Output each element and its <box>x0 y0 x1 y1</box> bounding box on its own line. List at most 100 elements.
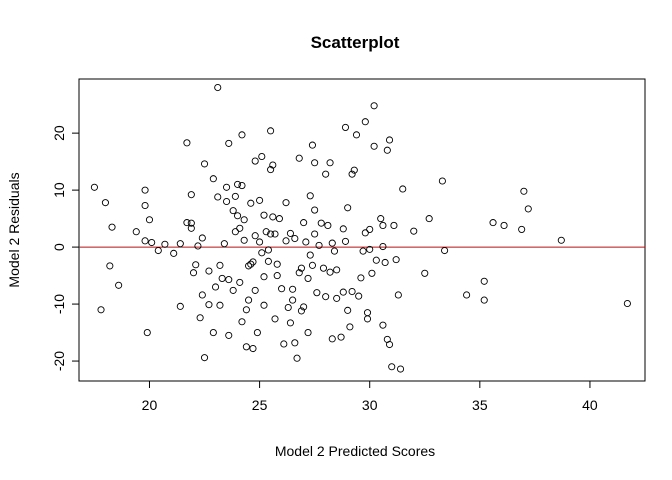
data-point <box>394 291 402 299</box>
data-point <box>330 247 339 255</box>
data-point <box>311 206 319 214</box>
data-point <box>251 232 259 240</box>
data-point <box>295 269 303 277</box>
data-point <box>368 269 376 277</box>
data-point <box>198 234 206 242</box>
x-tick-label: 40 <box>582 397 598 413</box>
data-point <box>192 261 200 269</box>
data-point <box>234 180 242 188</box>
data-point <box>363 309 372 317</box>
data-point <box>238 182 246 190</box>
data-point <box>324 221 332 229</box>
data-point <box>315 241 323 249</box>
data-point <box>264 257 272 265</box>
data-point <box>256 196 264 204</box>
data-point <box>333 294 341 302</box>
data-point <box>308 141 316 149</box>
data-point <box>223 183 231 191</box>
data-point <box>262 228 270 236</box>
data-point <box>392 256 400 264</box>
data-point <box>189 269 198 277</box>
data-point <box>198 291 206 299</box>
data-point <box>363 315 372 323</box>
data-point <box>319 264 328 272</box>
data-point <box>187 224 195 232</box>
data-point <box>214 83 222 92</box>
data-point <box>300 219 308 227</box>
data-point <box>234 212 242 220</box>
data-point <box>269 161 277 169</box>
data-point <box>441 246 449 255</box>
data-point <box>286 229 294 237</box>
y-tick-label: -10 <box>51 294 67 314</box>
data-point <box>238 131 246 139</box>
data-point <box>302 238 310 246</box>
data-point <box>223 197 231 206</box>
chart-title: Scatterplot <box>311 33 400 52</box>
x-tick-label: 35 <box>472 397 488 413</box>
data-point <box>236 278 244 286</box>
data-point <box>500 221 508 229</box>
data-point <box>225 276 233 284</box>
data-point <box>275 215 283 223</box>
data-point <box>557 236 565 244</box>
data-point <box>260 301 268 309</box>
data-point <box>108 223 116 231</box>
data-point <box>269 213 277 221</box>
data-point <box>379 221 387 229</box>
data-point <box>249 258 257 266</box>
data-point <box>282 237 290 245</box>
data-point <box>344 306 352 314</box>
data-point <box>372 256 380 264</box>
data-point <box>339 288 347 296</box>
data-point <box>366 225 374 233</box>
data-point <box>145 216 154 224</box>
data-point <box>273 260 281 268</box>
data-point <box>141 186 149 194</box>
data-point <box>295 154 303 162</box>
data-point <box>229 286 237 294</box>
data-point <box>293 354 301 362</box>
data-point <box>229 207 237 215</box>
data-point <box>273 272 281 280</box>
data-point <box>264 246 272 254</box>
data-point <box>359 247 367 255</box>
data-point <box>390 221 398 229</box>
data-point <box>247 199 255 207</box>
data-point <box>267 230 275 238</box>
data-point <box>253 329 261 337</box>
data-point <box>328 239 336 247</box>
data-point <box>238 318 246 326</box>
data-point <box>421 269 429 277</box>
data-point <box>225 139 233 147</box>
data-point <box>425 215 433 223</box>
data-point <box>300 303 308 311</box>
data-point <box>308 261 316 269</box>
data-point <box>326 268 334 276</box>
data-point <box>240 236 248 244</box>
data-point <box>370 102 378 110</box>
data-point <box>328 335 336 343</box>
data-point <box>348 170 356 178</box>
y-tick-label: 20 <box>51 125 67 141</box>
data-points <box>90 83 631 373</box>
data-point <box>267 127 275 135</box>
data-point <box>196 314 204 322</box>
data-point <box>317 219 325 227</box>
data-point <box>346 323 354 331</box>
data-point <box>90 183 98 191</box>
data-point <box>333 266 341 274</box>
data-point <box>304 329 312 337</box>
data-point <box>154 246 162 255</box>
data-point <box>280 340 288 348</box>
x-tick-label: 30 <box>362 397 378 413</box>
data-point <box>289 285 297 293</box>
data-point <box>377 215 385 223</box>
data-point <box>383 146 391 154</box>
data-point <box>200 160 209 168</box>
data-point <box>339 225 347 233</box>
data-point <box>115 281 123 289</box>
data-point <box>176 240 184 248</box>
data-point <box>216 261 224 269</box>
